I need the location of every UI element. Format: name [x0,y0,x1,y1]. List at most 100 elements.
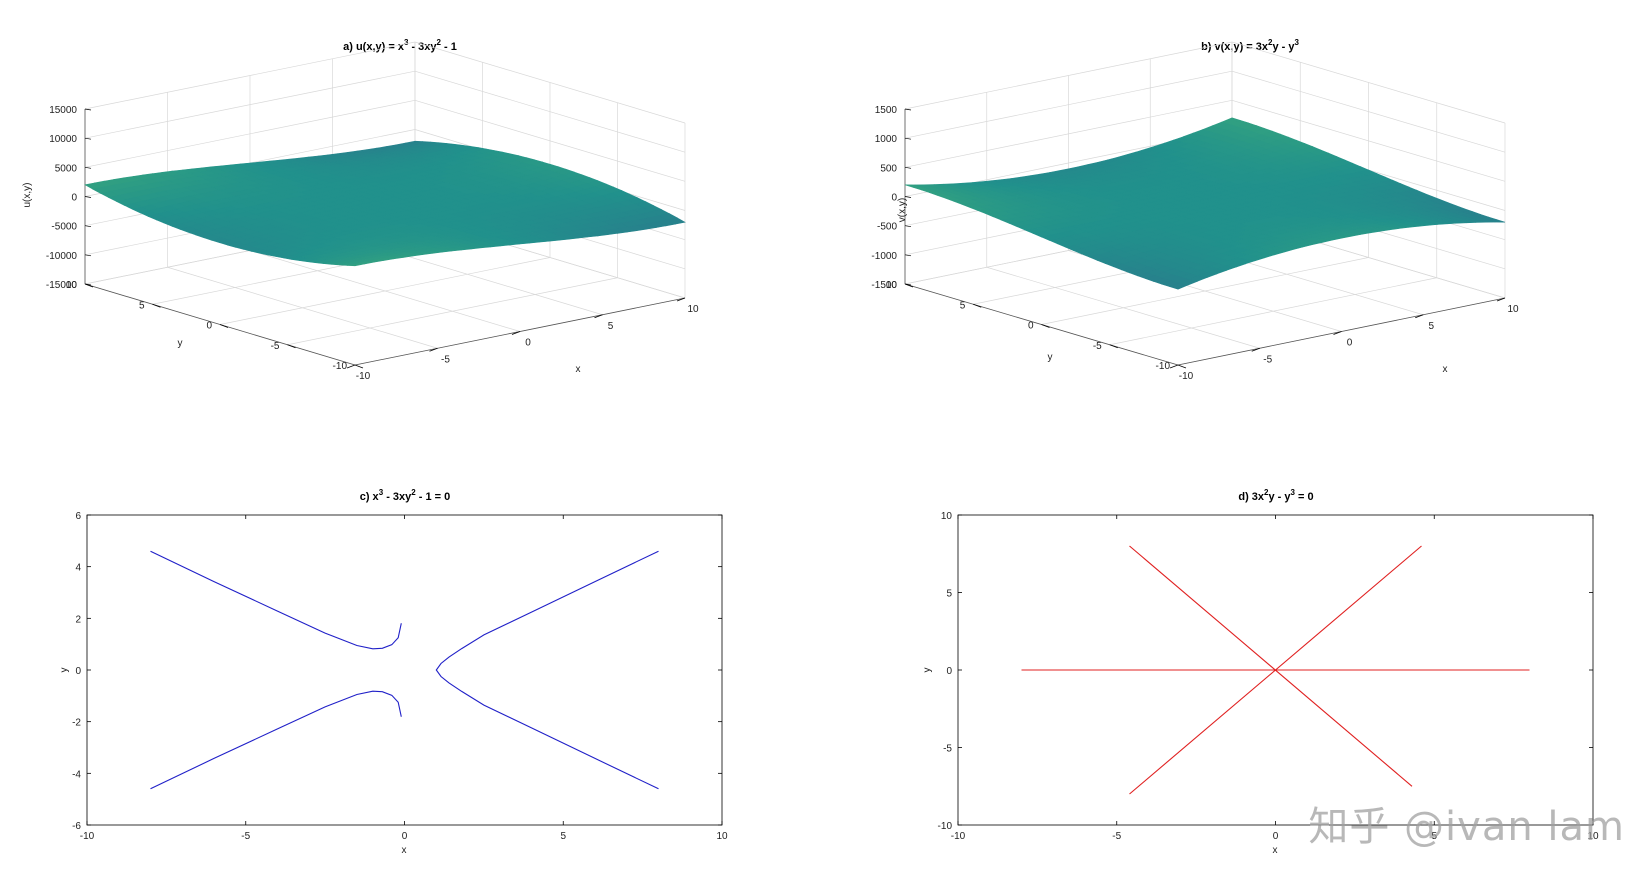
x-tick-label: -10 [356,371,371,382]
y-tick-mark [219,324,229,328]
y-tick-label: 10 [941,511,953,522]
z-tick-label: -500 [877,222,897,233]
y-floor-grid [1109,277,1437,346]
z-tick-label: 15000 [49,105,77,116]
z-tick-mark [84,254,92,257]
x-tick-mark [1415,314,1424,319]
y-tick-label: 0 [75,666,81,677]
z-tick-mark [84,137,92,140]
z-tick-label: 5000 [55,163,78,174]
surface-patch [666,217,686,225]
series-line-1 [150,690,402,790]
y-floor-grid [219,257,551,325]
panel-a-xlabel: x [576,364,581,375]
panel-c-ylabel: y [59,668,70,673]
x-tick-mark [346,364,356,369]
y-tick-mark [84,283,94,288]
panel-c-ticks: -10 -5 0 5 10 -6 -4 -2 0 2 4 6 [72,511,728,842]
z-tick-mark [84,225,92,228]
x-tick-mark [594,314,603,319]
x-tick-label: 10 [716,831,728,842]
panel-b-ylabel: y [1048,352,1053,363]
panel-c-xlabel: x [402,845,407,856]
x-tick-label: -10 [951,831,966,842]
panel-b-zlabel: v(x,y) [897,198,908,222]
x-tick-label: 5 [1431,831,1437,842]
x-tick-label: 0 [1273,831,1279,842]
x-tick-label: -10 [1179,371,1194,382]
panel-a-zlabel: u(x,y) [22,183,33,208]
z-tick-label: 0 [71,193,77,204]
y-tick-mark [152,303,161,308]
panel-b-title: b) v(x,y) = 3x2y - y3 [1201,38,1299,53]
x-tick-label: 0 [525,338,531,349]
x-tick-label: 10 [687,304,699,315]
panel-d-curves [1021,545,1530,795]
x-tick-label: -5 [441,354,450,365]
z-tick-mark [904,137,912,140]
x-tick-label: -5 [241,831,250,842]
x-tick-label: -5 [1112,831,1121,842]
y-tick-mark [904,283,914,288]
y-tick-label: -10 [938,821,953,832]
panel-a-title: a) u(x,y) = x3 - 3xy2 - 1 [343,38,457,53]
panel-d-ylabel: y [922,668,933,673]
x-tick-mark [1251,347,1260,352]
y-tick-mark [287,344,296,349]
watermark: 知乎 @ivan lam [1308,804,1625,850]
x-tick-label: 10 [1587,831,1599,842]
series-line-2 [435,550,659,790]
y-tick-label: -10 [333,361,348,372]
x-tick-mark [1496,297,1506,302]
z-tick-label: -15000 [46,280,78,291]
x-tick-mark [676,297,686,302]
y-tick-label: 10 [886,280,898,291]
x-tick-label: 0 [402,831,408,842]
y-tick-label: -2 [72,718,81,729]
surface-patch [1487,219,1506,223]
y-tick-label: -6 [72,821,81,832]
y-floor-grid [287,277,618,346]
y-tick-label: 10 [66,280,78,291]
y-tick-label: -4 [72,769,81,780]
y-tick-label: 5 [139,300,145,311]
panel-c-title: c) x3 - 3xy2 - 1 = 0 [360,488,451,503]
z-tick-label: 1000 [875,134,898,145]
z-tick-mark [904,108,912,111]
y-tick-label: 0 [1028,321,1034,332]
y-tick-label: 0 [206,321,212,332]
y-tick-mark [1041,324,1050,328]
series-line-2 [1129,545,1413,787]
y-tick-label: 6 [75,511,81,522]
x-tick-label: 0 [1347,338,1353,349]
z-tick-label: -1000 [871,251,897,262]
z-tick-label: 1500 [875,105,898,116]
panel-a-surface [84,140,686,267]
y-tick-label: 4 [75,563,81,574]
z-tick-mark [84,166,92,169]
z-tick-label: -5000 [51,222,77,233]
x-tick-label: 5 [560,831,566,842]
x-tick-label: 10 [1507,304,1519,315]
y-tick-mark [354,364,364,369]
y-tick-mark [973,303,982,308]
y-tick-label: -5 [271,341,280,352]
y-tick-label: 5 [960,300,966,311]
y-tick-label: 0 [946,666,952,677]
panel-d-title: d) 3x2y - y3 = 0 [1238,488,1313,503]
panel-d-ticks: -10 -5 0 5 10 -10 -5 0 5 10 [938,511,1599,842]
z-tick-mark [84,108,92,111]
x-tick-label: -5 [1263,354,1272,365]
z-tick-mark [904,196,912,198]
panel-d: d) 3x2y - y3 = 0 -10 -5 0 5 10 -10 -5 0 5 10 x y [922,488,1599,856]
y-tick-label: -5 [943,744,952,755]
x-tick-mark [511,331,521,335]
panel-b-ticks: -1500 -1000 -500 0 500 1000 1500 -10 -5 0 5 10 -10 -5… [871,105,1519,382]
panel-c-curves [150,550,659,790]
panel-b-surface [904,117,1506,290]
panel-b: b) v(x,y) = 3x2y - y3 -1500-1000-5000500… [871,38,1519,382]
x-tick-mark [1169,364,1179,369]
z-tick-mark [904,166,912,169]
x-tick-mark [1333,331,1342,335]
